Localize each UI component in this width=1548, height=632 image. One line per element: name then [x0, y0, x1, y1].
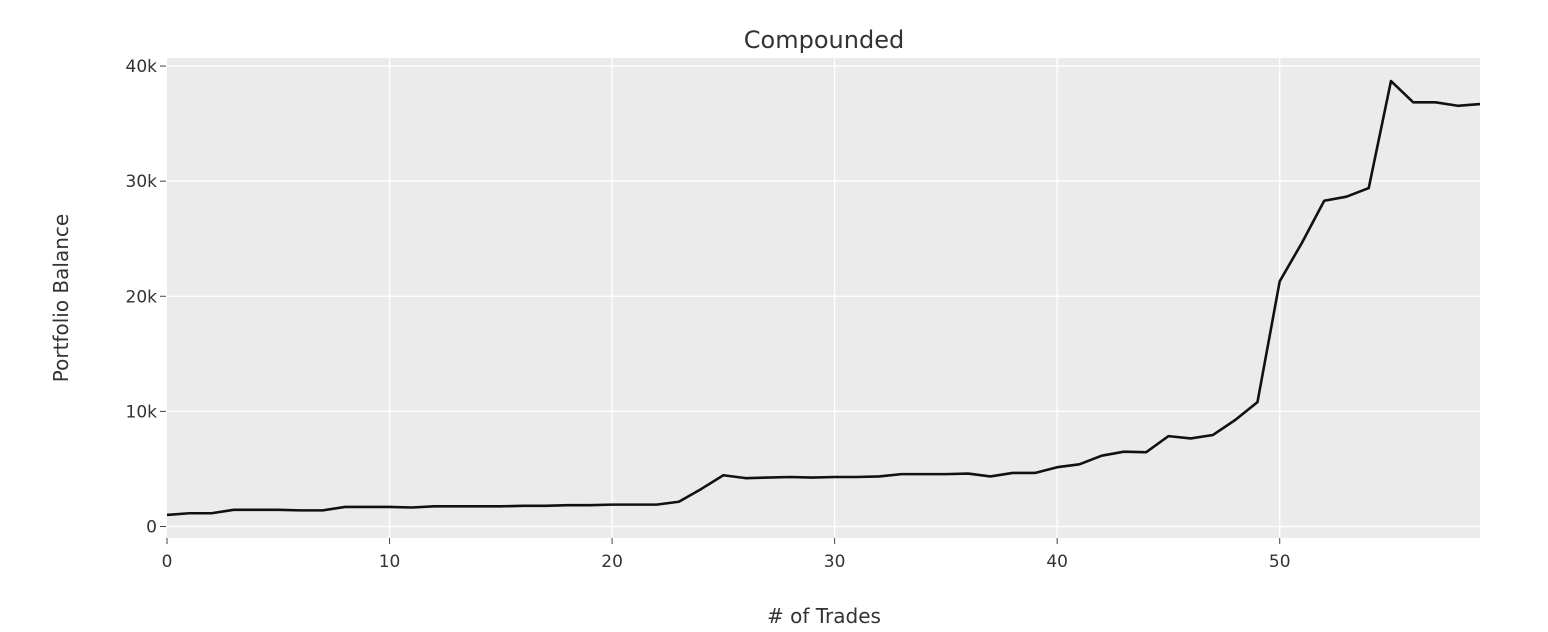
y-tick-label: 20k — [126, 287, 158, 307]
x-tick-label: 20 — [601, 552, 623, 572]
gridlines — [167, 58, 1480, 538]
y-axis-title: Portfolio Balance — [49, 214, 73, 382]
x-tick-label: 30 — [824, 552, 846, 572]
y-tick-label: 10k — [126, 402, 158, 422]
x-axis-title: # of Trades — [767, 604, 881, 628]
y-tick-label: 40k — [126, 57, 158, 77]
portfolio-balance-line — [166, 79, 1481, 517]
x-tick-label: 40 — [1046, 552, 1068, 572]
x-tick-label: 10 — [379, 552, 401, 572]
x-tick-label: 50 — [1269, 552, 1291, 572]
chart-title: Compounded — [744, 26, 904, 54]
y-tick-label: 0 — [146, 517, 157, 537]
axis-ticks: 0 10 20 30 40 50 0 10k 20k 30k 40k — [126, 57, 1291, 572]
plot-background — [167, 58, 1480, 538]
y-tick-label: 30k — [126, 172, 158, 192]
x-tick-label: 0 — [162, 552, 173, 572]
